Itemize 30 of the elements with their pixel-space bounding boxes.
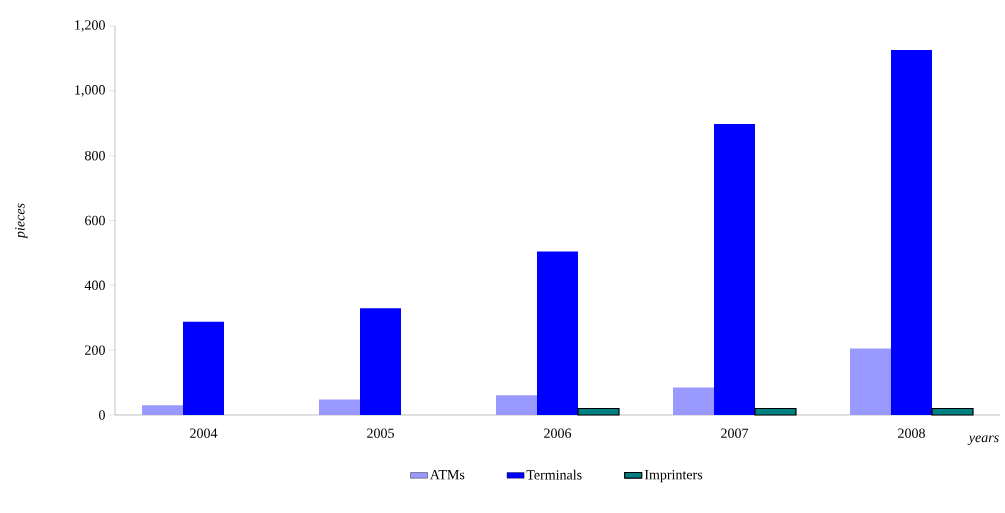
y-tick-label: 0	[99, 410, 105, 420]
x-tick-label: 2007	[721, 428, 749, 438]
bar	[673, 387, 714, 415]
y-tick-label: 800	[85, 150, 105, 161]
bar	[496, 395, 537, 415]
bar	[183, 321, 225, 415]
bar	[931, 407, 974, 416]
bar	[714, 123, 755, 415]
y-tick-label: 1,000	[75, 85, 105, 97]
bar	[577, 407, 620, 416]
x-tick-label: 2008	[898, 428, 925, 438]
y-tick-label: 1,200	[75, 20, 105, 32]
y-axis-title: pieces	[15, 203, 28, 239]
x-tick-label: 2004	[190, 428, 218, 438]
bar	[849, 348, 891, 415]
bar	[142, 405, 184, 415]
bar	[537, 251, 578, 415]
legend-label: Terminals	[526, 469, 582, 480]
bar	[360, 308, 401, 415]
legend-label: ATMs	[429, 469, 465, 480]
y-tick-label: 400	[84, 280, 105, 291]
bar	[890, 49, 932, 415]
x-axis-title: years	[967, 435, 999, 446]
y-tick-label: 600	[85, 215, 105, 226]
x-tick-label: 2005	[367, 428, 394, 438]
x-tick-label: 2006	[544, 428, 572, 438]
bar	[319, 399, 360, 415]
bar	[754, 407, 797, 416]
y-tick-label: 200	[85, 345, 105, 355]
legend-label: Imprinters	[644, 469, 703, 483]
